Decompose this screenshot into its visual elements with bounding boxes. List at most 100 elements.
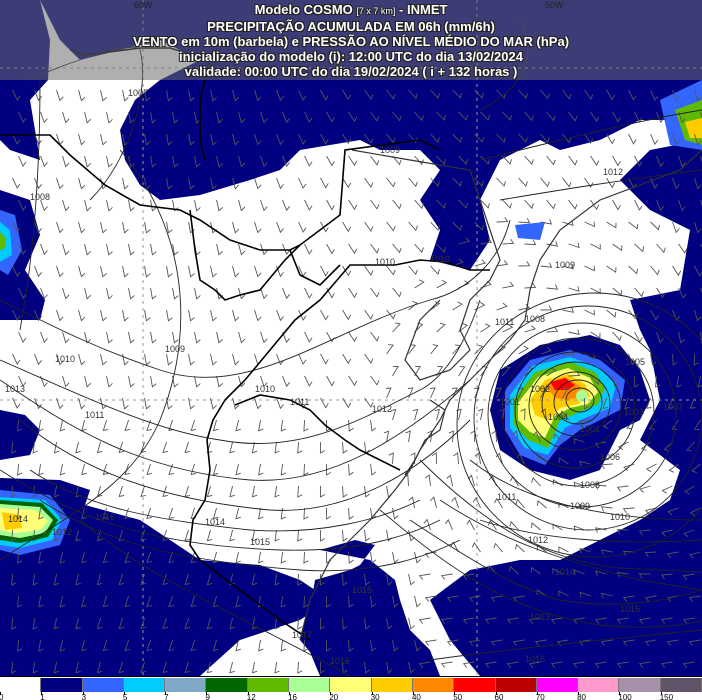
wind-barb [656,331,664,344]
wind-barb [584,177,594,188]
colorbar-swatch [536,678,579,692]
wind-barb [118,661,125,674]
wind-barb [232,133,240,146]
isobar-label: 1011 [290,397,309,407]
wind-barb [606,265,617,274]
wind-barb [678,155,686,168]
wind-barb [122,397,129,410]
wind-barb [364,177,374,188]
wind-barb [258,551,264,564]
wind-barb [672,353,678,366]
wind-barb [672,133,680,146]
wind-barb [168,463,174,475]
wind-barb [452,133,462,143]
wind-barb [671,419,679,430]
wind-barb [144,177,151,190]
precip-area-cyclone-red [550,378,575,390]
wind-barb [496,302,508,311]
wind-barb [34,177,42,190]
wind-barb [429,387,436,399]
wind-barb [62,331,70,344]
wind-barb [235,463,241,476]
wind-barb [458,366,466,377]
wind-barb [660,529,673,537]
wind-barb [304,155,313,167]
colorbar-tickmark [123,692,125,695]
wind-barb [436,243,446,253]
wind-barb [342,441,348,454]
wind-barb [694,133,702,146]
wind-barb [634,287,644,298]
wind-barb [408,177,418,188]
wind-barb [212,639,219,652]
wind-barb [386,221,396,232]
wind-barb [386,265,396,276]
wind-barb [458,111,468,121]
organization: - INMET [399,2,448,17]
wind-barb [612,287,623,296]
wind-barb [506,661,519,668]
wind-barb [392,551,399,564]
wind-barb [59,639,66,652]
wind-barb [260,111,268,124]
wind-barb [298,177,307,189]
wind-barb [450,541,459,553]
wind-barb [75,441,81,454]
isobar-label: 1016 [525,654,545,664]
wind-barb [628,309,638,320]
wind-barb [326,243,335,255]
wind-barb [550,661,563,668]
wind-barb [600,506,613,512]
precip-area-northeast-yellow [685,118,702,138]
wind-barb [458,155,468,165]
wind-barb [297,661,303,674]
wind-barb [18,331,27,344]
wind-barb [386,661,393,674]
wind-barb [562,220,574,226]
wind-barb [210,397,217,410]
wind-barb [558,457,569,465]
isobar-label: 1012 [528,535,548,545]
wind-barb [446,639,459,646]
wind-barb [276,309,284,322]
wind-barb [229,441,235,454]
wind-barb [232,353,240,366]
wind-barb [326,639,332,652]
precip-area-southwest-orange [2,512,22,530]
wind-barb [645,463,657,473]
wind-barb [536,500,547,509]
wind-barb [408,573,415,586]
title-line-1: Modelo COSMO [7 x 7 km] - INMET [0,2,702,19]
wind-barb [162,617,168,629]
wind-barb [392,322,401,333]
colorbar-swatch [330,678,372,692]
wind-barb [520,408,526,421]
wind-barb [280,463,286,476]
wind-barb [326,507,332,520]
wind-barb [634,375,640,388]
wind-barb [326,595,332,608]
wind-barb [688,595,701,602]
wind-barb [216,199,223,212]
wind-barb [590,243,601,250]
wind-barb [184,529,191,542]
wind-barb [56,221,64,234]
wind-barb [11,485,17,498]
wind-barb [258,639,264,652]
wind-barb [602,419,613,429]
wind-barb [553,433,563,443]
colorbar-tick-label: 50 [453,693,463,700]
wind-barb [276,177,284,190]
wind-barb [386,89,396,100]
wind-barb [166,177,173,190]
wind-barb [53,661,60,674]
wind-barb [480,199,490,209]
wind-barb [408,133,418,144]
colorbar-swatch [247,678,290,692]
wind-barb [386,344,394,355]
wind-barb [298,89,307,101]
colorbar-tick-label: 100 [618,693,632,700]
wind-barb [17,463,23,476]
wind-barb [546,111,556,122]
